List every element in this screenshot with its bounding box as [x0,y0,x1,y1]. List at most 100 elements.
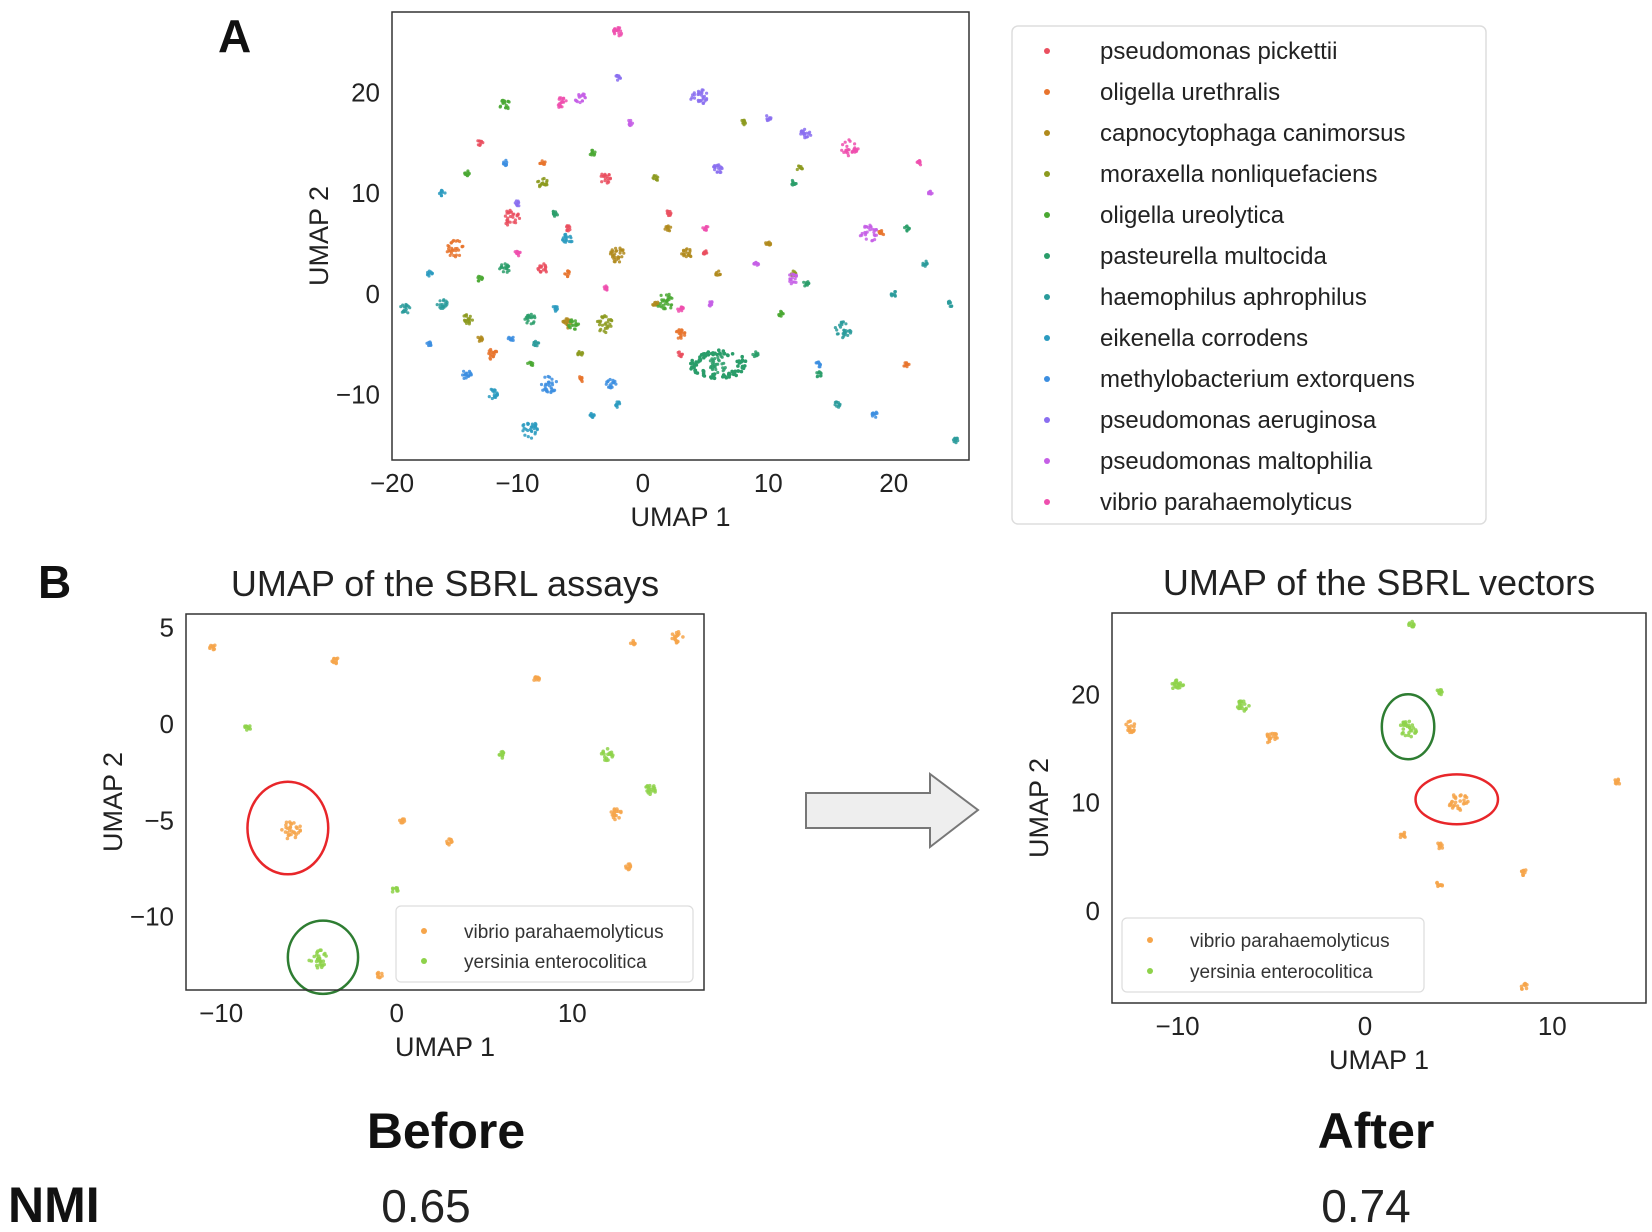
scatter-point [833,326,838,330]
legend-label: capnocytophaga canimorsus [1100,120,1406,147]
legend-marker [1044,253,1050,259]
scatter-point [597,323,602,327]
scatter-point [448,253,452,257]
scatter-point [1273,737,1277,742]
scatter-point [616,26,620,30]
scatter-point [699,98,704,102]
scatter-point [554,380,559,384]
green-highlight-circle [1380,693,1436,761]
scatter-point [444,304,448,308]
scatter-point [562,96,566,100]
scatter-point [464,371,468,375]
scatter-point [1407,719,1412,724]
legend-marker [421,958,427,964]
scatter-point [466,318,470,322]
scatter-point [545,383,549,387]
scatter-point [658,304,662,308]
scatter-point [611,753,615,757]
scatter-point [1242,702,1247,706]
scatter-point [480,339,484,343]
scatter-point [526,421,530,425]
scatter-point [833,400,838,404]
scatter-point [574,99,578,103]
x-tick-label: 10 [754,468,783,498]
scatter-point [529,312,533,316]
x-tick-label: 10 [1538,1011,1567,1041]
legend-label: pseudomonas pickettii [1100,38,1337,65]
scatter-point [1440,690,1444,694]
legend-label: yersinia enterocolitica [1190,962,1373,983]
scatter-point [791,180,795,184]
scatter-point [803,127,807,131]
scatter-point [468,314,472,318]
data-points [1124,619,1622,991]
scatter-point [603,755,607,759]
scatter-point [768,242,773,247]
scatter-point [615,73,619,78]
scatter-point [463,171,467,175]
scatter-point [1237,700,1242,704]
scatter-point [445,841,450,846]
y-tick-label: −10 [336,380,380,410]
scatter-point [721,375,725,379]
scatter-point [460,244,464,249]
scatter-point [736,369,740,373]
scatter-point [631,641,636,646]
scatter-point [503,214,507,218]
scatter-point [491,389,495,393]
y-tick-label: 0 [160,709,174,739]
scatter-point [701,101,705,105]
plot-frame [391,11,970,461]
scatter-point [739,369,744,374]
scatter-point [506,99,510,103]
caption-after: After [1318,1103,1435,1159]
scatter-point [489,347,493,352]
scatter-point [284,820,289,825]
scatter-point [444,299,448,303]
scatter-point [408,306,412,310]
scatter-point [626,867,631,872]
scatter-point [612,811,616,815]
scatter-point [687,253,691,257]
scatter-point [1520,869,1524,874]
scatter-point [563,234,567,239]
scatter-point [815,361,819,365]
scatter-point [284,823,288,827]
scatter-point [679,307,683,311]
scatter-point [548,375,552,379]
scatter-point [402,305,406,309]
scatter-point [550,383,555,387]
scatter-point [1453,800,1458,805]
scatter-point [1411,624,1416,629]
scatter-point [506,106,510,111]
scatter-point [788,273,792,277]
scatter-point [615,249,619,253]
scatter-point [809,133,813,137]
scatter-point [604,382,608,386]
scatter-point [806,281,810,285]
legend-label: methylobacterium extorquens [1100,366,1415,393]
scatter-point [508,220,512,224]
scatter-point [666,209,670,213]
scatter-point [608,177,612,181]
scatter-point [515,249,519,253]
scatter-point [574,321,578,325]
scatter-point [453,255,458,259]
scatter-point [533,316,537,320]
legend-marker [1147,968,1153,974]
scatter-point [1524,986,1529,991]
scatter-point [539,265,543,269]
scatter-point [283,830,288,834]
scatter-point [718,168,722,172]
scatter-point [617,260,622,264]
scatter-point [494,349,498,353]
scatter-point [539,382,544,387]
scatter-point [604,315,608,319]
scatter-point [1519,984,1524,989]
scatter-point [712,362,716,366]
legend-label: yersinia enterocolitica [464,952,647,973]
x-tick-label: 0 [389,998,403,1028]
scatter-point [617,34,621,38]
scatter-point [614,246,618,250]
